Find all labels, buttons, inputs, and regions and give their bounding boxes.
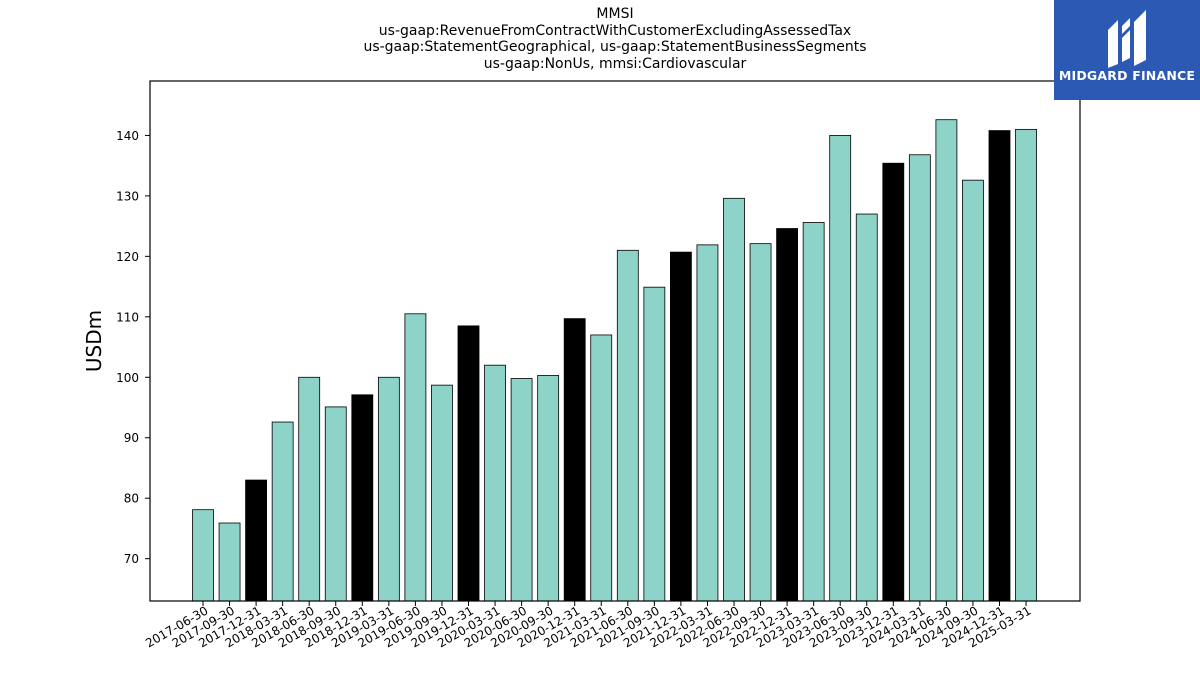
plot-frame [149, 80, 1081, 602]
bar-2020-03-31 [484, 364, 506, 602]
bar-2021-06-30 [616, 249, 639, 602]
x-axis: 2017-06-302017-09-302017-12-312018-03-31… [143, 601, 1034, 650]
y-tick-label: 70 [124, 552, 139, 566]
bar-2024-03-31 [908, 154, 931, 602]
bar-2023-12-31 [882, 162, 905, 602]
bar-2018-09-30 [324, 406, 347, 602]
logo-brand-text: MIDGARD FINANCE [1058, 68, 1196, 83]
title-line-1: MMSI [596, 6, 634, 22]
y-tick-label: 80 [124, 492, 139, 506]
title-line-2: us-gaap:RevenueFromContractWithCustomerE… [378, 22, 852, 39]
y-axis-label: USDm [82, 310, 106, 372]
bar-2022-03-31 [696, 244, 719, 602]
y-tick-label: 90 [124, 431, 139, 445]
y-tick-label: 110 [116, 310, 139, 324]
bar-2024-12-31 [988, 130, 1011, 602]
midgard-logo-icon [1108, 10, 1146, 68]
bar-2020-06-30 [510, 378, 533, 602]
bar-2024-06-30 [935, 119, 958, 602]
bar-2022-09-30 [749, 243, 772, 602]
title-line-3: us-gaap:StatementGeographical, us-gaap:S… [363, 39, 867, 56]
bar-2019-09-30 [431, 384, 453, 602]
bar-2023-03-31 [802, 222, 825, 602]
chart-title: MMSI us-gaap:RevenueFromContractWithCust… [150, 6, 1080, 72]
bar-2019-03-31 [377, 376, 400, 602]
bar-2017-09-30 [218, 522, 241, 602]
bar-2021-03-31 [590, 334, 613, 602]
bar-2018-06-30 [298, 376, 321, 602]
bar-2024-09-30 [962, 179, 984, 602]
bar-2022-12-31 [776, 228, 798, 602]
bar-2023-06-30 [829, 135, 852, 602]
bar-2019-06-30 [404, 313, 427, 602]
bar-2025-03-31 [1015, 128, 1037, 602]
bar-2020-09-30 [537, 375, 560, 602]
bar-2021-12-31 [670, 251, 692, 602]
midgard-finance-logo: MIDGARD FINANCE [1054, 0, 1200, 100]
bar-2017-12-31 [245, 479, 268, 602]
bar-2018-03-31 [271, 421, 294, 602]
bar-2023-09-30 [855, 213, 878, 602]
bar-2018-12-31 [351, 394, 374, 602]
y-tick-label: 100 [116, 371, 139, 385]
y-tick-label: 120 [116, 250, 139, 264]
title-line-4: us-gaap:NonUs, mmsi:Cardiovascular [483, 55, 747, 72]
bar-2022-06-30 [723, 197, 745, 602]
bar-2021-09-30 [643, 286, 666, 602]
bar-2019-12-31 [457, 325, 480, 602]
y-tick-label: 130 [116, 189, 139, 203]
bar-2017-06-30 [192, 509, 214, 602]
y-axis: 70 80 90 100 110 120 130 140 [116, 129, 150, 566]
bar-2020-12-31 [563, 318, 586, 602]
bars-group [192, 119, 1037, 602]
y-tick-label: 140 [116, 129, 139, 143]
